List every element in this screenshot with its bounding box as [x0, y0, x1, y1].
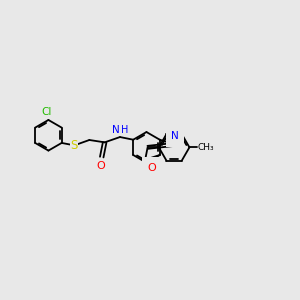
Text: CH₃: CH₃: [197, 143, 214, 152]
Text: O: O: [148, 163, 156, 173]
Text: O: O: [97, 161, 106, 171]
Text: H: H: [121, 125, 128, 135]
Text: Cl: Cl: [42, 107, 52, 117]
Text: N: N: [171, 131, 179, 142]
Text: N: N: [112, 125, 119, 135]
Text: S: S: [70, 139, 78, 152]
